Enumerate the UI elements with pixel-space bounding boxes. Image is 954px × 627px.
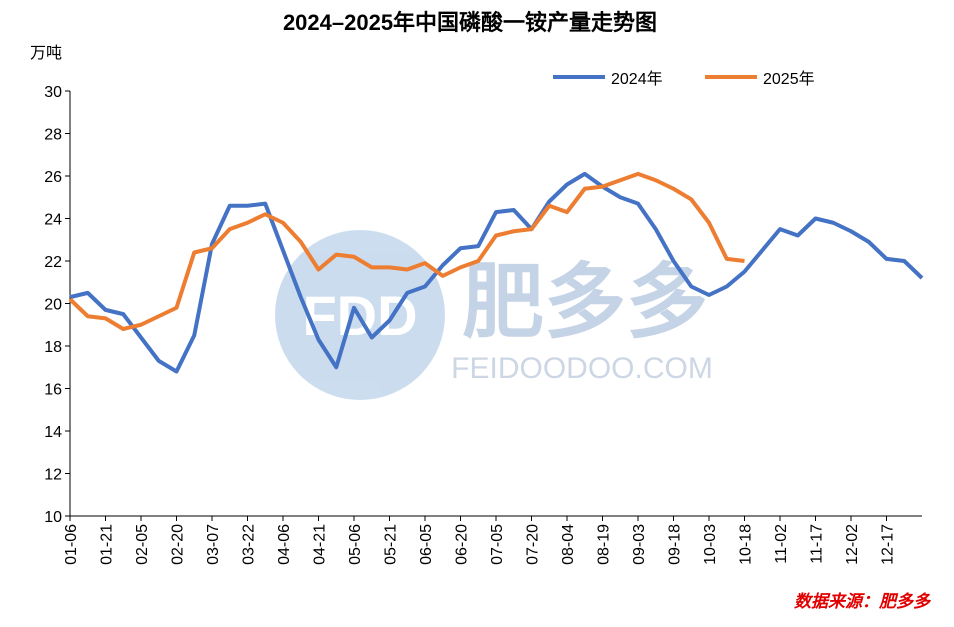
x-tick-label: 08-19 [596, 524, 613, 565]
x-tick-label: 04-21 [312, 524, 329, 565]
y-tick-label: 26 [44, 169, 62, 186]
x-tick-label: 12-02 [844, 524, 861, 565]
y-tick-label: 24 [44, 212, 62, 229]
x-tick-label: 11-17 [809, 524, 826, 564]
x-tick-label: 10-18 [738, 524, 755, 565]
x-tick-label: 05-06 [347, 524, 364, 565]
series-line [68, 171, 745, 331]
y-tick-label: 10 [44, 509, 62, 526]
y-tick-label: 20 [44, 297, 62, 314]
y-tick-label: 12 [44, 467, 62, 484]
x-tick-label: 10-03 [702, 524, 719, 565]
x-tick-label: 07-05 [489, 524, 506, 565]
x-tick-label: 01-06 [63, 524, 80, 565]
y-tick-label: 22 [44, 254, 62, 271]
x-tick-label: 01-21 [99, 524, 116, 565]
watermark-name: 肥多多 [462, 257, 708, 348]
x-tick-label: 06-05 [418, 524, 435, 565]
legend-label: 2025年 [763, 70, 815, 88]
x-tick-label: 03-07 [205, 524, 222, 565]
source: 数据来源：肥多多 [794, 592, 932, 611]
series-line [69, 171, 924, 374]
x-tick-label: 07-20 [525, 524, 542, 565]
y-tick-label: 18 [44, 339, 62, 356]
x-tick-label: 02-05 [134, 524, 151, 565]
y-unit: 万吨 [30, 44, 62, 62]
x-tick-label: 04-06 [276, 524, 293, 565]
y-tick-label: 14 [44, 424, 62, 441]
x-tick-label: 03-22 [241, 524, 258, 565]
x-tick-label: 06-20 [454, 524, 471, 565]
x-tick-label: 12-17 [880, 524, 897, 565]
y-tick-label: 16 [44, 382, 62, 399]
x-tick-label: 05-21 [383, 524, 400, 565]
watermark-site: FEIDOODOO.COM [451, 352, 713, 385]
x-tick-label: 02-20 [170, 524, 187, 565]
x-tick-label: 09-18 [667, 524, 684, 565]
x-tick-label: 08-04 [560, 524, 577, 565]
chart-title: 2024–2025年中国磷酸一铵产量走势图 [283, 10, 657, 35]
legend-label: 2024年 [611, 70, 663, 88]
x-tick-label: 11-02 [773, 524, 790, 564]
y-tick-label: 28 [44, 127, 62, 144]
x-tick-label: 09-03 [631, 524, 648, 565]
y-tick-label: 30 [44, 84, 62, 101]
